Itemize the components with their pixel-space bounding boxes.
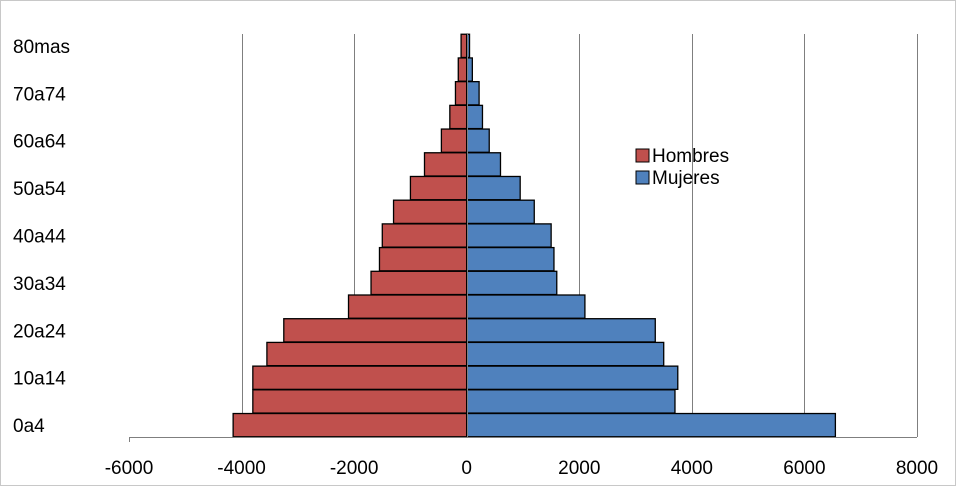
bar-hombres-30a34 [370, 270, 468, 296]
x-tick-label: -2000 [330, 458, 379, 479]
y-tick-label: 70a74 [13, 84, 66, 105]
bar-mujeres-70a74 [466, 80, 480, 106]
bar-mujeres-0a4 [466, 412, 837, 438]
y-tick-label: 40a44 [13, 227, 66, 248]
bar-hombres-45a49 [392, 199, 468, 225]
bar-hombres-50a54 [409, 175, 468, 201]
x-tick-label: 4000 [671, 458, 713, 479]
y-tick-label: 0a4 [13, 416, 45, 437]
bar-hombres-80mas [460, 33, 468, 59]
bar-mujeres-55a59 [466, 152, 502, 177]
bar-mujeres-15a19 [466, 341, 665, 367]
x-tick-label: 6000 [783, 458, 825, 479]
y-tick-label: 80mas [13, 37, 70, 58]
x-tick-label: -4000 [217, 458, 266, 479]
y-tick-label: 30a34 [13, 274, 66, 295]
x-tick-label: 0 [461, 458, 472, 479]
bar-mujeres-65a69 [466, 104, 484, 130]
bar-hombres-60a64 [440, 128, 468, 153]
bar-hombres-5a9 [252, 389, 468, 414]
bar-hombres-20a24 [283, 318, 468, 343]
bar-mujeres-25a29 [466, 294, 586, 319]
bar-hombres-75a79 [457, 57, 468, 82]
bar-mujeres-80mas [466, 33, 471, 59]
y-tick-label: 20a24 [13, 321, 66, 342]
legend-label-hombres: Hombres [652, 146, 729, 167]
legend-swatch-mujeres [635, 170, 650, 185]
bar-hombres-70a74 [454, 80, 468, 106]
y-tick-label: 10a14 [13, 369, 66, 390]
bar-mujeres-50a54 [466, 175, 521, 201]
bar-mujeres-10a14 [466, 365, 679, 391]
bar-mujeres-45a49 [466, 199, 535, 225]
legend-label-mujeres: Mujeres [652, 168, 720, 189]
bar-hombres-15a19 [266, 341, 468, 367]
bar-hombres-10a14 [252, 365, 468, 391]
bar-hombres-25a29 [347, 294, 468, 319]
bar-mujeres-35a39 [466, 246, 555, 272]
x-tick-label: -6000 [105, 458, 154, 479]
legend-swatch-hombres [635, 148, 650, 163]
bar-mujeres-20a24 [466, 318, 656, 343]
bar-hombres-65a69 [449, 104, 468, 130]
bar-hombres-0a4 [232, 412, 468, 438]
bar-hombres-40a44 [381, 223, 468, 248]
y-tick-label: 60a64 [13, 132, 66, 153]
bar-mujeres-40a44 [466, 223, 552, 248]
bar-mujeres-60a64 [466, 128, 490, 153]
x-tick-label: 8000 [896, 458, 938, 479]
bar-mujeres-5a9 [466, 389, 676, 414]
bar-hombres-55a59 [423, 152, 468, 177]
y-tick-label: 50a54 [13, 179, 66, 200]
x-tick-label: 2000 [558, 458, 600, 479]
bar-mujeres-30a34 [466, 270, 558, 296]
bar-hombres-35a39 [378, 246, 468, 272]
